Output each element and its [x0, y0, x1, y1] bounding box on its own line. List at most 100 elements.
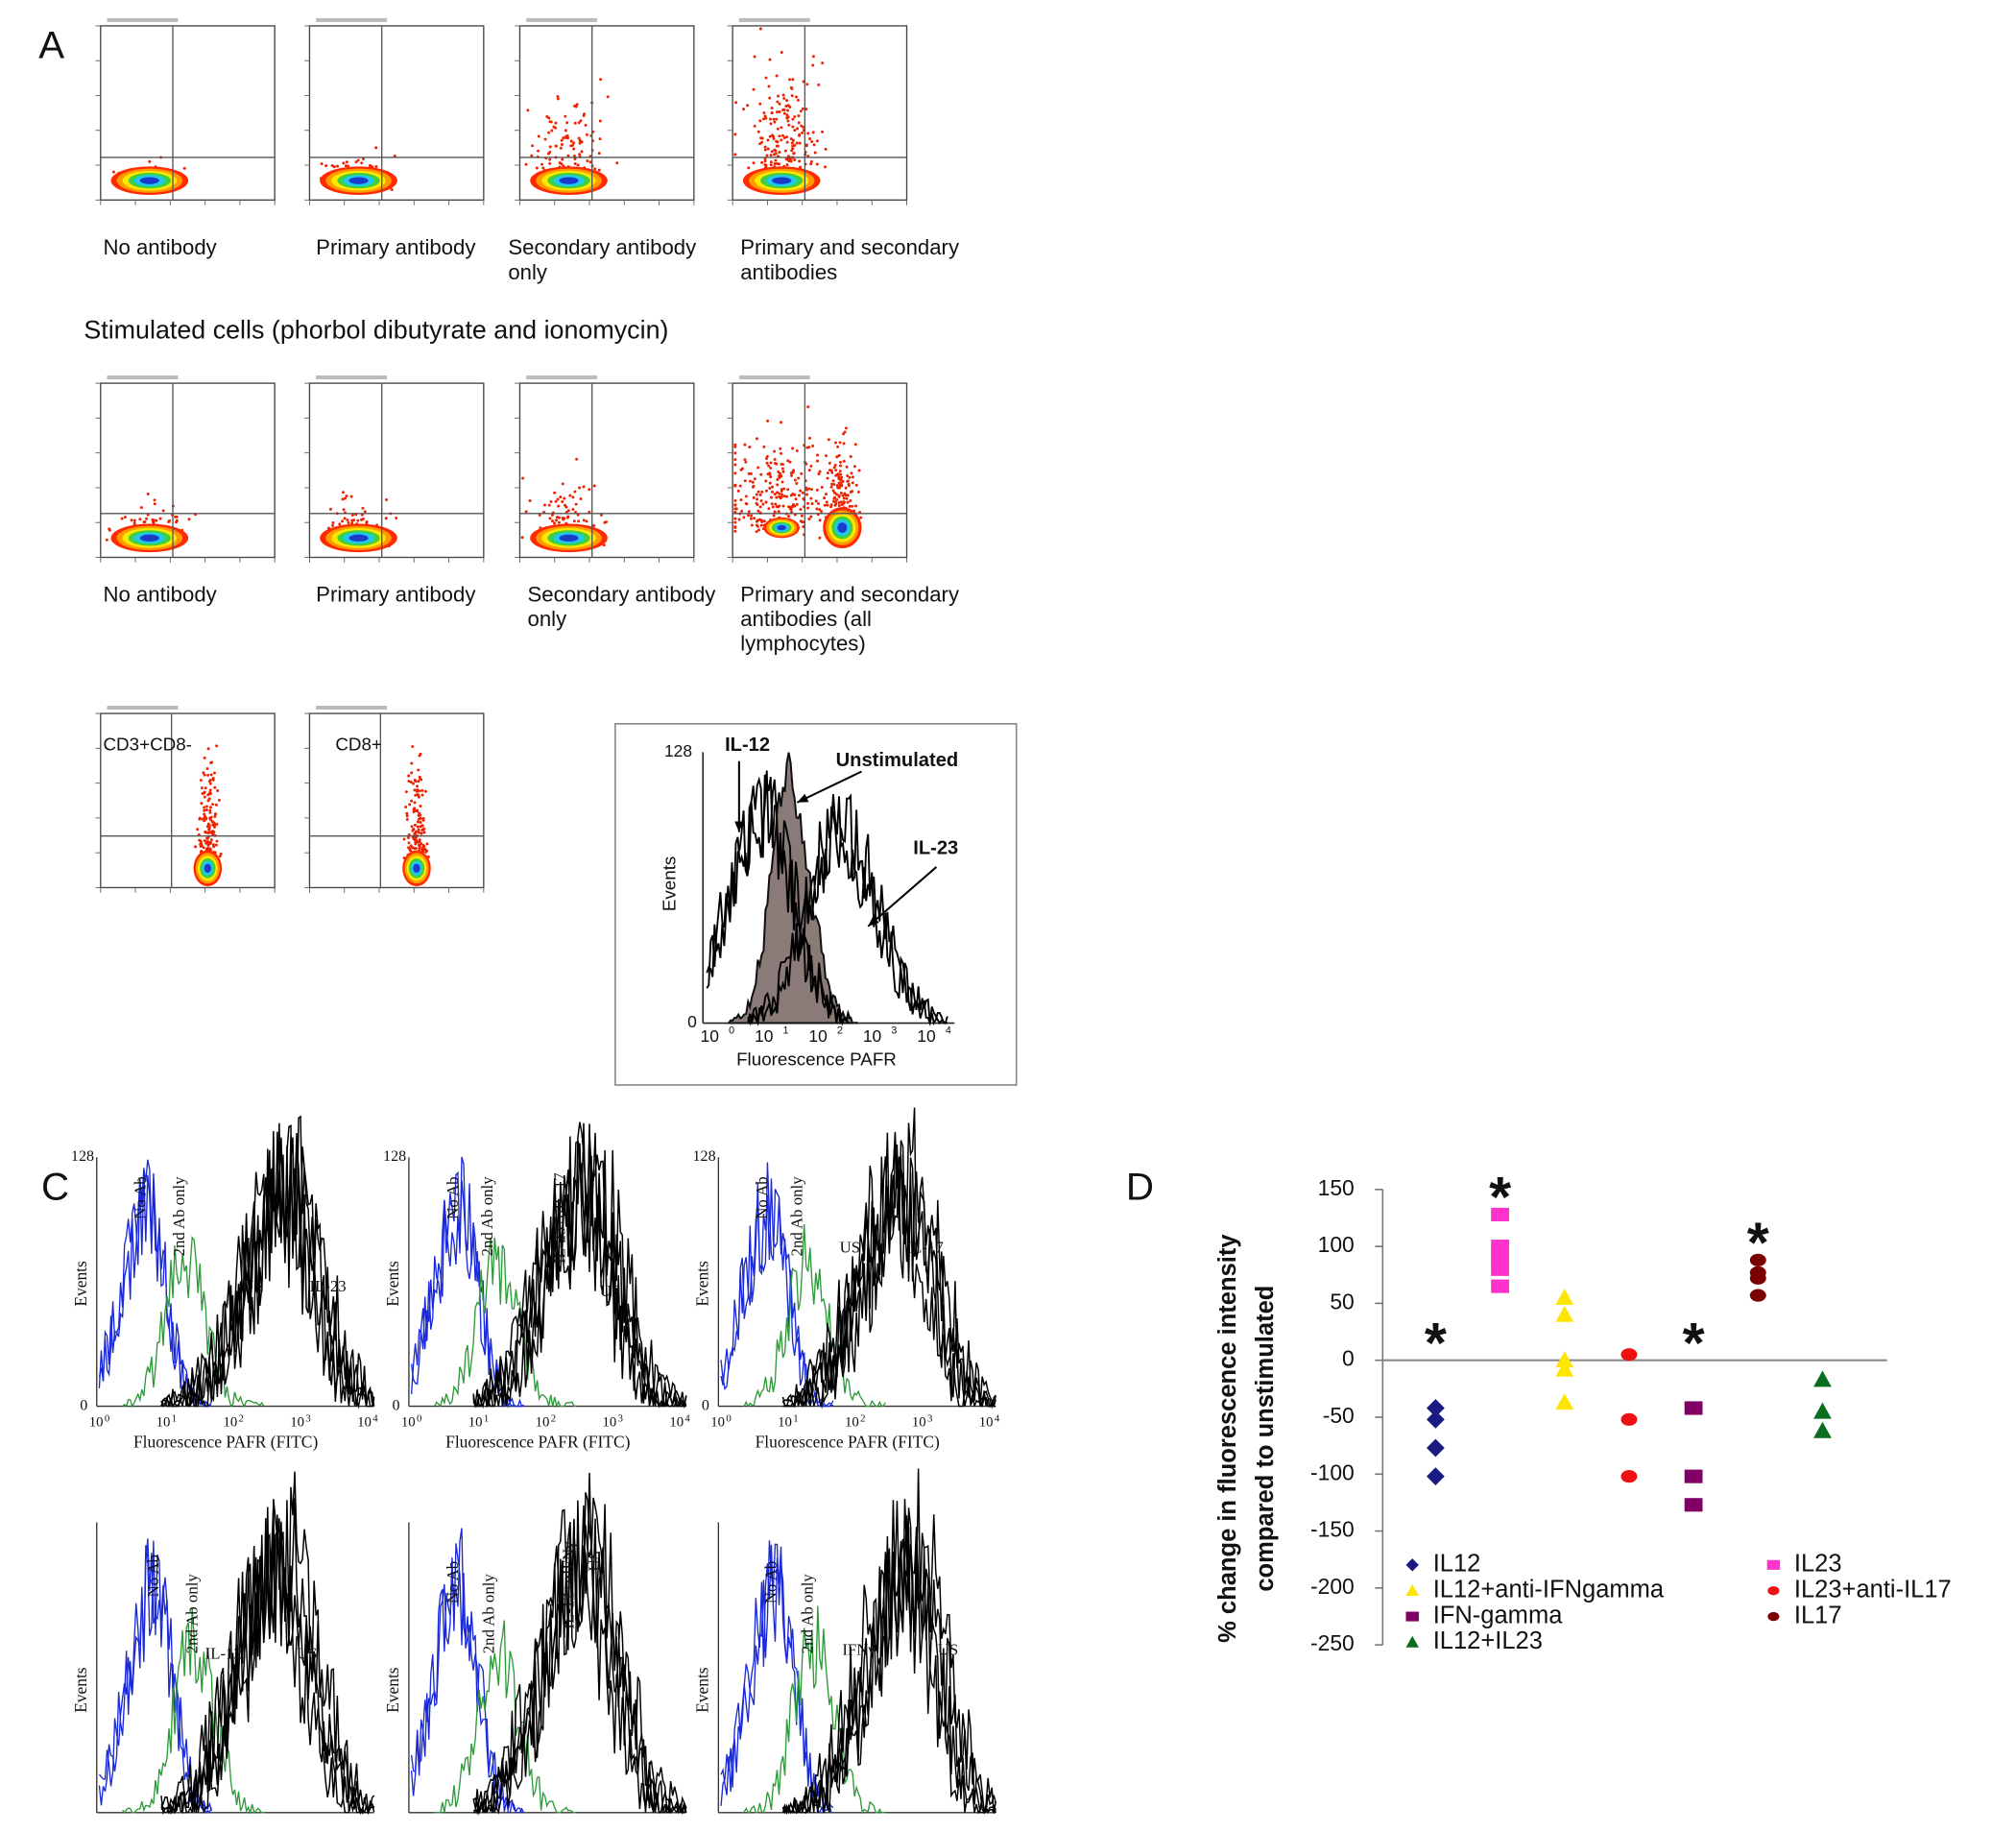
event-dot — [385, 497, 389, 501]
plot-header — [107, 17, 179, 22]
histogram-2nd-ab — [743, 1605, 886, 1815]
event-dot — [524, 510, 528, 514]
event-dot — [797, 476, 801, 480]
event-dot — [420, 832, 423, 835]
event-dot — [571, 143, 575, 147]
event-dot — [781, 463, 784, 467]
x-tick-exponent: 0 — [417, 1412, 421, 1424]
event-dot — [384, 517, 388, 520]
event-dot — [797, 114, 801, 118]
event-dot — [588, 488, 591, 492]
event-dot — [767, 507, 771, 511]
event-dot — [813, 151, 817, 155]
curve-label: 2nd Ab only — [479, 1574, 497, 1654]
event-dot — [771, 490, 775, 494]
legend-swatch — [1405, 1635, 1419, 1648]
plot-header — [316, 17, 388, 22]
event-dot — [744, 460, 748, 464]
event-dot — [416, 808, 420, 812]
event-dot — [530, 154, 534, 157]
curve-label: No Ab — [132, 1176, 150, 1218]
histogram-sample — [160, 1115, 375, 1408]
event-dot — [208, 842, 212, 845]
event-dot — [788, 106, 792, 108]
event-dot — [565, 133, 569, 137]
event-dot — [405, 814, 409, 818]
event-dot — [798, 159, 802, 163]
event-dot — [199, 779, 203, 783]
arrow-head — [734, 821, 744, 832]
event-dot — [779, 496, 782, 500]
event-dot — [763, 163, 767, 167]
event-dot — [780, 489, 783, 493]
event-dot — [839, 491, 843, 494]
event-dot — [759, 499, 763, 503]
y-tick-label: 150 — [1318, 1175, 1355, 1200]
x-axis-label: Fluorescence PAFR (FITC) — [133, 1433, 318, 1452]
event-dot — [524, 162, 528, 166]
event-dot — [407, 774, 411, 778]
event-dot — [811, 63, 815, 67]
event-dot — [834, 473, 838, 477]
x-tick-exponent: 1 — [793, 1412, 798, 1424]
event-dot — [736, 489, 740, 493]
event-dot — [798, 133, 802, 137]
legend-label: IL12+IL23 — [1433, 1627, 1543, 1654]
event-dot — [854, 504, 858, 508]
event-dot — [786, 108, 790, 112]
event-dot — [778, 102, 781, 106]
density-level — [139, 177, 159, 184]
event-dot — [420, 788, 424, 792]
event-dot — [802, 524, 805, 528]
event-dot — [559, 495, 563, 499]
event-dot — [762, 519, 766, 523]
data-point — [1620, 1412, 1638, 1426]
event-dot — [778, 134, 781, 138]
event-dot — [586, 159, 589, 163]
event-dot — [733, 507, 737, 511]
data-point — [1684, 1401, 1703, 1415]
event-dot — [598, 137, 602, 141]
event-dot — [561, 500, 564, 503]
event-dot — [768, 471, 772, 475]
event-dot — [834, 502, 838, 506]
dot-plot — [95, 705, 276, 893]
event-dot — [859, 516, 863, 519]
density-level — [204, 863, 212, 873]
event-dot — [542, 503, 546, 507]
event-dot — [571, 508, 575, 511]
event-dot — [817, 501, 821, 505]
event-dot — [764, 116, 768, 120]
event-dot — [411, 829, 415, 832]
density-level — [348, 534, 369, 542]
x-tick-exponent: 1 — [172, 1412, 177, 1424]
histogram-sample — [781, 1515, 996, 1815]
plot-header — [526, 375, 598, 380]
event-dot — [566, 154, 570, 157]
y-axis-label: Events — [383, 1667, 402, 1713]
event-dot — [786, 488, 790, 492]
event-dot — [776, 491, 780, 494]
y-max-label: 128 — [383, 1148, 406, 1165]
event-dot — [773, 162, 777, 165]
event-dot — [410, 825, 414, 829]
x-tick-base: 10 — [401, 1414, 416, 1430]
event-dot — [425, 842, 429, 846]
event-dot — [773, 493, 777, 496]
event-dot — [834, 469, 838, 472]
event-dot — [773, 458, 777, 461]
event-dot — [550, 513, 554, 517]
event-dot — [737, 518, 741, 521]
event-dot — [328, 507, 332, 511]
event-dot — [418, 840, 421, 843]
y-min-label: 0 — [687, 1012, 697, 1031]
event-dot — [564, 114, 567, 118]
event-dot — [413, 801, 417, 805]
event-dot — [417, 831, 420, 834]
gate-label: CD8+ — [335, 735, 382, 755]
x-tick-exponent: 2 — [837, 1024, 843, 1036]
event-dot — [768, 58, 772, 61]
event-dot — [572, 519, 576, 523]
legend-label: IL23 — [1794, 1551, 1842, 1578]
event-dot — [562, 136, 565, 140]
